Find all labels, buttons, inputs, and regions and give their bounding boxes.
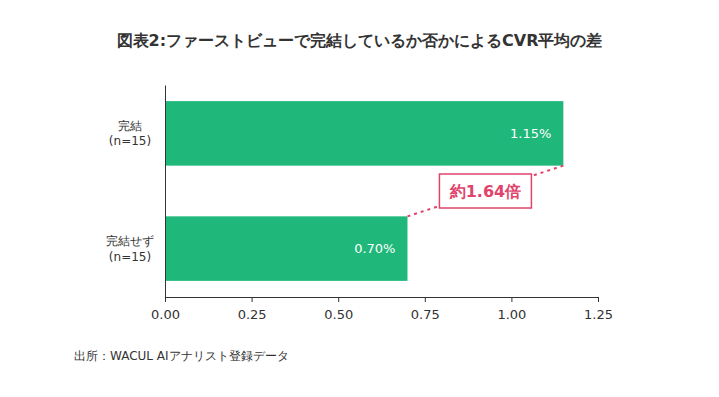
annotation-connector bbox=[407, 166, 563, 217]
bars bbox=[165, 101, 563, 281]
data-labels: 1.15% 0.70% bbox=[354, 126, 551, 256]
x-tick: 0.00 bbox=[151, 297, 180, 322]
x-tick: 0.50 bbox=[324, 297, 353, 322]
x-tick: 0.75 bbox=[411, 297, 440, 322]
y-tick: 完結(n=15) bbox=[109, 119, 165, 149]
x-tick-label: 0.00 bbox=[151, 307, 180, 322]
annotation: 約1.64倍 bbox=[407, 166, 563, 217]
x-tick-mark bbox=[165, 297, 166, 302]
x-tick-mark bbox=[425, 297, 426, 302]
y-tick-label: 完結せず(n=15) bbox=[106, 234, 154, 264]
bar bbox=[165, 101, 563, 166]
chart: 図表2:ファーストビューで完結しているか否かによるCVR平均の差 1.15% 0.7… bbox=[0, 0, 719, 397]
x-tick: 1.00 bbox=[497, 297, 526, 322]
y-tick-label: 完結(n=15) bbox=[109, 119, 151, 149]
x-tick: 0.25 bbox=[238, 297, 267, 322]
source: 出所：WACUL AIアナリスト登録データ bbox=[74, 349, 289, 363]
x-tick-label: 1.00 bbox=[497, 307, 526, 322]
x-tick-label: 0.50 bbox=[324, 307, 353, 322]
data-label: 0.70% bbox=[354, 241, 395, 256]
data-label: 1.15% bbox=[510, 126, 551, 141]
annotation-box bbox=[439, 174, 531, 208]
x-tick-mark bbox=[252, 297, 253, 302]
x-tick-label: 1.25 bbox=[584, 307, 613, 322]
x-axis: 0.00 0.25 0.50 0.75 1.00 1.25 bbox=[151, 297, 613, 322]
x-tick: 1.25 bbox=[584, 297, 613, 322]
x-tick-mark bbox=[511, 297, 512, 302]
x-tick-mark bbox=[598, 297, 599, 302]
x-axis-line bbox=[166, 298, 599, 303]
title: 図表2:ファーストビューで完結しているか否かによるCVR平均の差 bbox=[117, 31, 603, 50]
x-tick-label: 0.75 bbox=[411, 307, 440, 322]
bar bbox=[165, 216, 407, 281]
y-axis: 完結(n=15) 完結せず(n=15) bbox=[106, 86, 166, 298]
y-axis-line bbox=[165, 86, 166, 298]
x-tick-label: 0.25 bbox=[238, 307, 267, 322]
y-tick: 完結せず(n=15) bbox=[106, 234, 165, 264]
annotation-text: 約1.64倍 bbox=[449, 182, 521, 201]
x-tick-mark bbox=[338, 297, 339, 302]
